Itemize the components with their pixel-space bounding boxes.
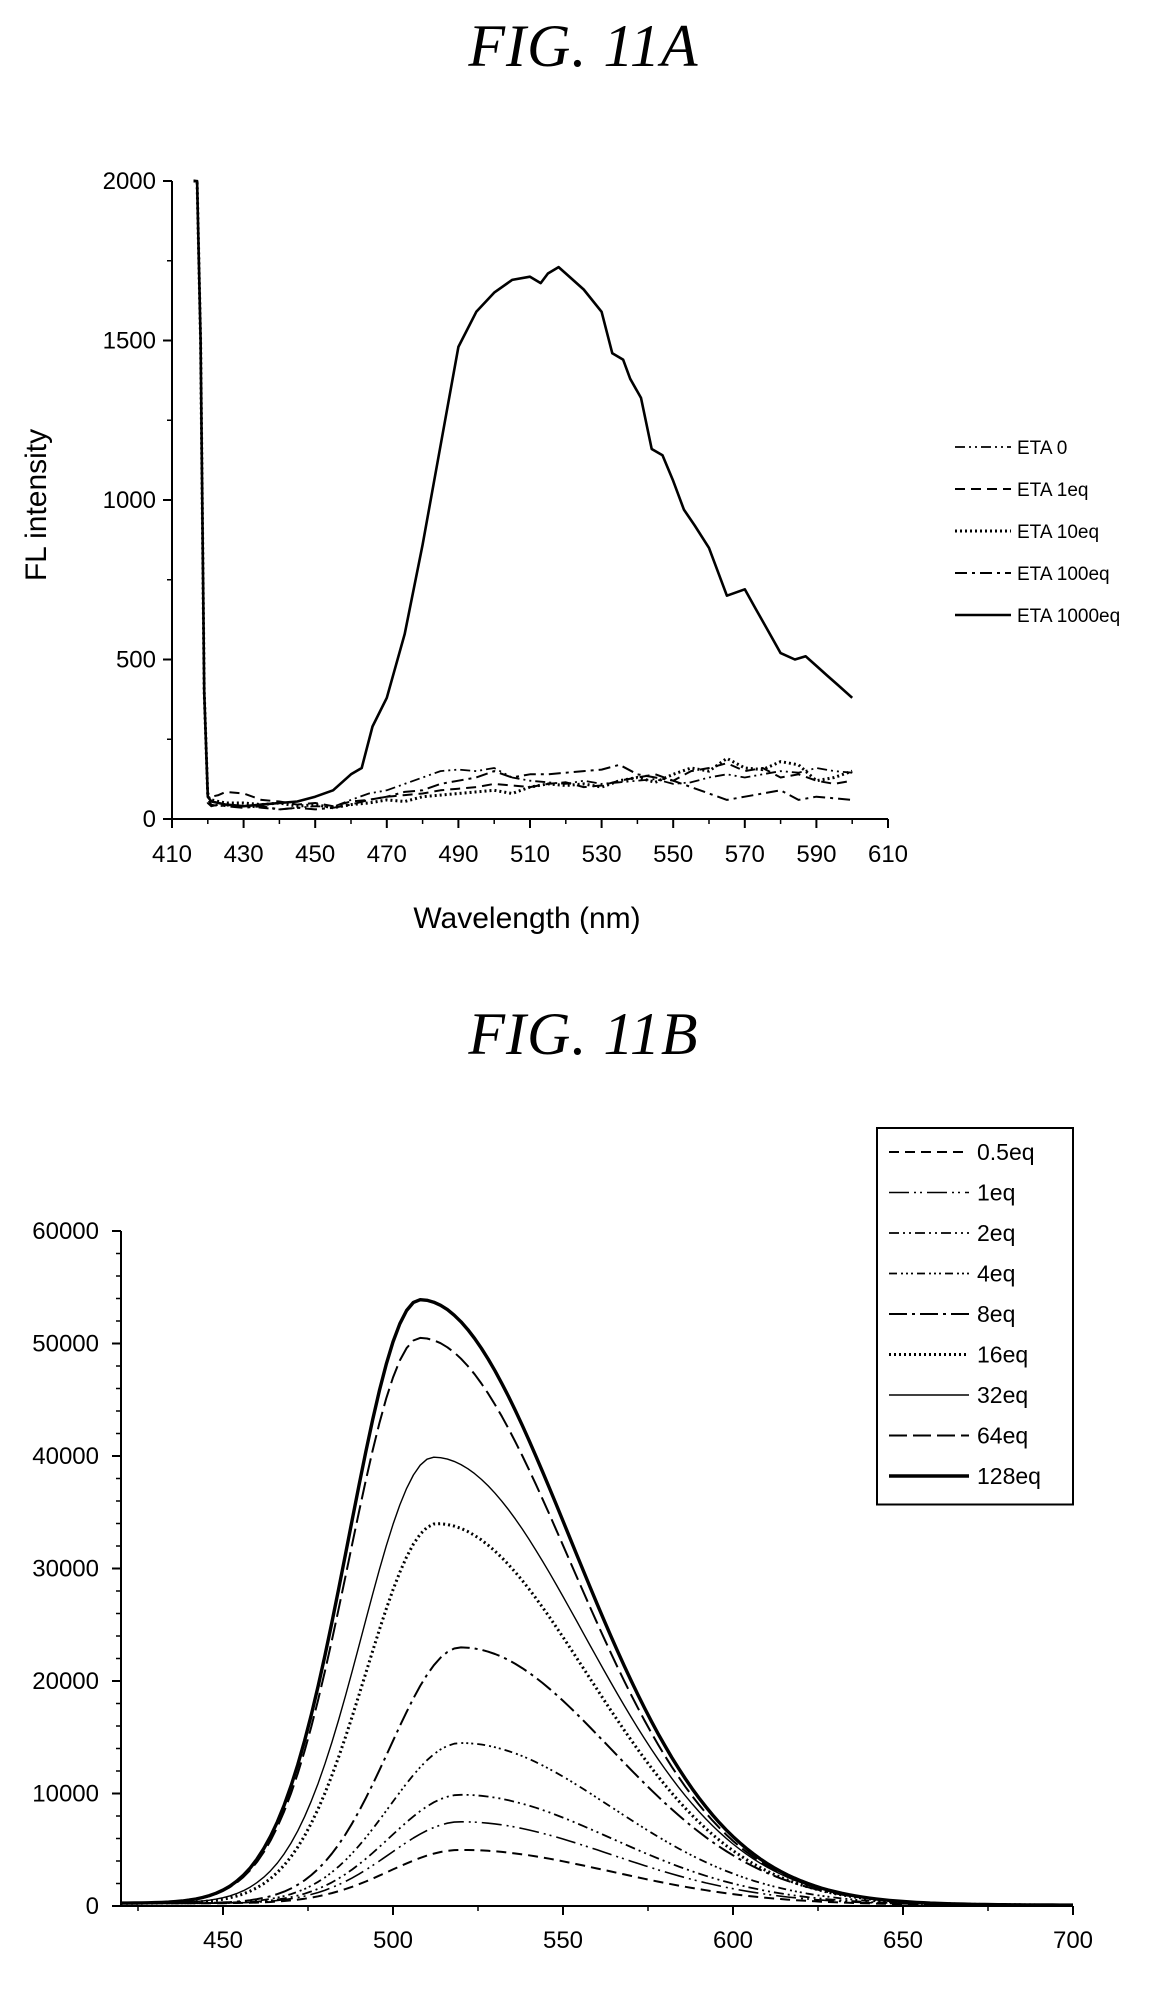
legend-label: 4eq [977, 1261, 1015, 1287]
legend-label: ETA 100eq [1017, 564, 1110, 585]
y-tick-label: 10000 [32, 1781, 99, 1808]
chart-a-y-axis-label: FL intensity [20, 429, 53, 581]
x-tick-label: 570 [725, 841, 765, 868]
y-tick-label: 2000 [103, 168, 156, 195]
y-tick-label: 1000 [103, 487, 156, 514]
x-tick-label: 470 [367, 841, 407, 868]
x-tick-label: 430 [224, 841, 264, 868]
x-tick-label: 410 [152, 841, 192, 868]
series-line-1eq [121, 1821, 1073, 1906]
x-tick-label: 590 [796, 841, 836, 868]
x-tick-label: 450 [203, 1927, 243, 1954]
legend-label: ETA 1000eq [1017, 606, 1120, 627]
legend-label: 8eq [977, 1301, 1015, 1327]
series-line-0.5eq [121, 1848, 1073, 1907]
chart-a-ticks: 410 430 450 470 490 510 530 550 570 590 610 0 500 100… [103, 168, 908, 868]
x-tick-label: 610 [868, 841, 908, 868]
chart-a-series-lines [193, 179, 854, 811]
x-tick-label: 510 [510, 841, 550, 868]
chart-a-x-axis-label: Wavelength (nm) [413, 902, 640, 935]
legend-label: ETA 10eq [1017, 522, 1099, 543]
y-tick-label: 500 [116, 647, 156, 674]
y-tick-label: 50000 [32, 1331, 99, 1358]
y-tick-label: 40000 [32, 1443, 99, 1470]
x-tick-label: 500 [373, 1927, 413, 1954]
x-tick-label: 550 [653, 841, 693, 868]
legend-label: 0.5eq [977, 1139, 1035, 1165]
legend-label: 128eq [977, 1463, 1041, 1489]
y-tick-label: 20000 [32, 1668, 99, 1695]
x-tick-label: 650 [883, 1927, 923, 1954]
figure-b-title: FIG. 11B [468, 1001, 699, 1067]
x-tick-label: 700 [1053, 1927, 1093, 1954]
legend-label: 2eq [977, 1220, 1015, 1246]
legend-label: 1eq [977, 1180, 1015, 1206]
legend-label: ETA 0 [1017, 438, 1067, 459]
legend-box [876, 1127, 1074, 1506]
legend-label: 64eq [977, 1423, 1028, 1449]
x-tick-label: 490 [438, 841, 478, 868]
legend-label: 32eq [977, 1382, 1028, 1408]
legend-label: ETA 1eq [1017, 480, 1088, 501]
series-line-32eq [121, 1456, 1073, 1906]
chart-b-ticks: 450 500 550 600 650 700 0 10000 20000 30000 40000 5… [32, 1218, 1093, 1954]
x-tick-label: 600 [713, 1927, 753, 1954]
x-tick-label: 450 [295, 841, 335, 868]
y-tick-label: 0 [143, 806, 156, 833]
legend-label: 16eq [977, 1342, 1028, 1368]
series-line-4eq [121, 1742, 1073, 1906]
x-tick-label: 530 [582, 841, 622, 868]
series-line-8eq [121, 1646, 1073, 1907]
y-tick-label: 30000 [32, 1556, 99, 1583]
series-line-eta-1000eq [193, 179, 854, 808]
chart-b-legend: 0.5eq 1eq 2eq 4eq 8eq 16eq 32eq 64eq 128eq [876, 1127, 1074, 1506]
series-line-128eq [121, 1298, 1073, 1907]
y-tick-label: 0 [86, 1893, 99, 1920]
chart-a-legend: ETA 0 ETA 1eq ETA 10eq ETA 100eq ETA 1000eq [955, 438, 1120, 627]
y-tick-label: 1500 [103, 328, 156, 355]
series-line-eta-10eq [193, 179, 853, 810]
figure-a-title: FIG. 11A [468, 13, 699, 79]
series-line-2eq [121, 1793, 1073, 1906]
fl-intensity-chart: 410 430 450 470 490 510 530 550 570 590 610 0 500 100… [20, 168, 1120, 935]
x-tick-label: 550 [543, 1927, 583, 1954]
series-line-eta-100eq [193, 180, 853, 811]
y-tick-label: 60000 [32, 1218, 99, 1245]
chart-b-series-lines [121, 1298, 1073, 1907]
